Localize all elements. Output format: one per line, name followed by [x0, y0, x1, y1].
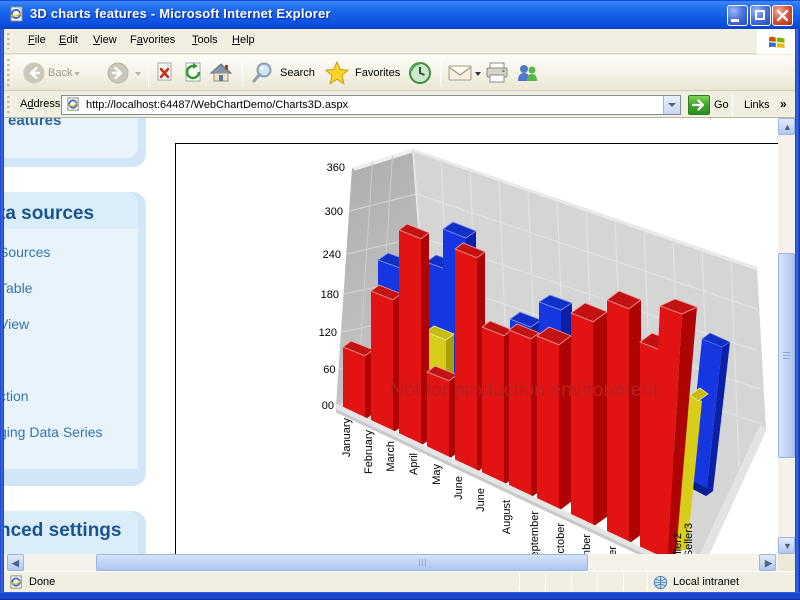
svg-text:Table: Table: [4, 280, 33, 296]
svg-text:Not for production environment: Not for production environment: [390, 379, 658, 401]
svg-text:March: March: [385, 441, 397, 472]
svg-text:June: June: [475, 488, 487, 512]
svg-text:Seller3: Seller3: [683, 523, 695, 554]
svg-text:November: November: [581, 534, 593, 554]
svg-text:eatures: eatures: [8, 118, 61, 129]
svg-text:nced settings: nced settings: [4, 520, 121, 541]
svg-text:ging Data Series: ging Data Series: [4, 424, 103, 440]
svg-text:60: 60: [323, 364, 335, 376]
svg-text:00: 00: [322, 400, 334, 412]
svg-text:February: February: [363, 430, 375, 475]
svg-text:ta sources: ta sources: [4, 203, 94, 224]
svg-text:January: January: [341, 418, 353, 458]
svg-text:300: 300: [325, 206, 343, 218]
svg-text:April: April: [408, 453, 420, 475]
svg-text:360: 360: [327, 162, 345, 174]
svg-text:Seller2: Seller2: [672, 533, 684, 554]
svg-text:May: May: [431, 464, 443, 485]
svg-text:180: 180: [321, 289, 339, 301]
svg-text:August: August: [501, 500, 513, 534]
svg-text:View: View: [4, 316, 30, 332]
svg-text:ction: ction: [4, 388, 29, 404]
svg-text:June: June: [453, 476, 465, 500]
svg-text:December: December: [607, 546, 619, 554]
svg-text:October: October: [555, 523, 567, 554]
svg-text:240: 240: [323, 249, 341, 261]
svg-text:Sources: Sources: [4, 244, 50, 260]
svg-text:120: 120: [319, 327, 337, 339]
svg-text:September: September: [529, 511, 541, 554]
